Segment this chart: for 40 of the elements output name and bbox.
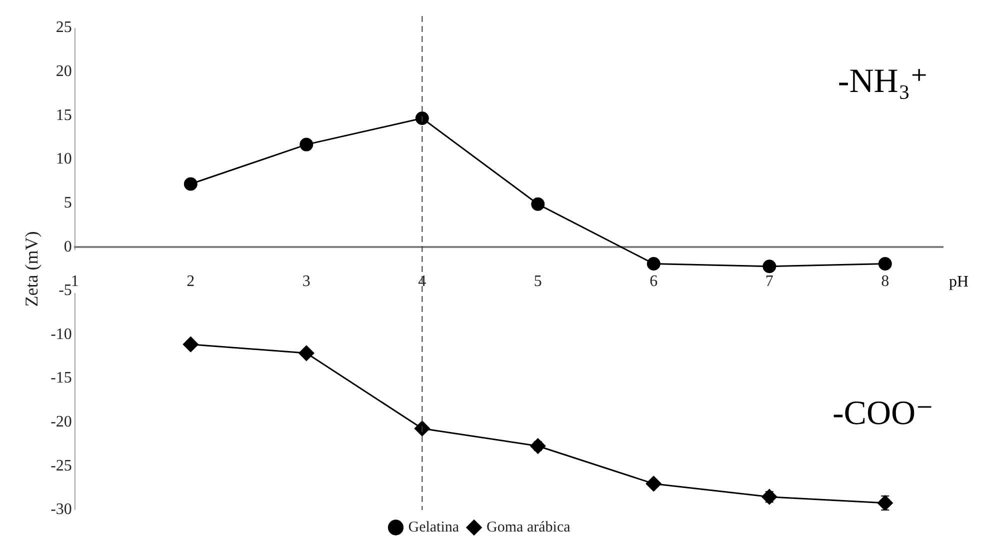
point [415,112,429,126]
point [762,260,776,274]
x-tick-label: 5 [534,272,542,290]
y-tick-label: -10 [50,326,72,343]
y-tick-label: 0 [64,238,72,256]
x-tick-label: 8 [881,272,890,290]
y-tick-label: -15 [50,370,72,387]
point [646,256,660,270]
x-tick-label: 1 [70,272,79,290]
legend-label: Goma arábica [486,519,571,536]
point [878,256,892,270]
point [298,345,314,361]
point [530,438,546,454]
y-tick-label: -25 [50,457,72,474]
y-tick-label: 20 [56,63,72,80]
x-axis-title: pH [949,273,969,290]
y-tick-label: -30 [50,501,72,518]
point [184,177,198,191]
point [762,489,778,505]
y-tick-label: 15 [56,106,72,124]
point [414,420,430,436]
x-tick-label: 7 [765,272,774,290]
annotation: -COO⁻ [832,394,934,432]
y-tick-label: 10 [56,150,72,168]
y-tick-label: 5 [64,194,72,212]
annotation: -NH₃⁺ [838,62,928,100]
point [182,336,198,352]
legend-label: Gelatina [408,519,460,536]
y-axis-title: Zeta (mV) [22,231,42,307]
x-tick-label: 4 [418,272,426,290]
x-tick-label: 3 [302,272,310,290]
point [300,138,314,152]
x-tick-label: 6 [650,272,658,290]
point [646,476,662,492]
point [531,197,545,211]
y-tick-label: -20 [50,414,72,431]
y-tick-label: -5 [58,282,72,300]
y-tick-label: 25 [56,19,72,36]
x-tick-label: 2 [186,272,195,290]
point [877,495,893,510]
